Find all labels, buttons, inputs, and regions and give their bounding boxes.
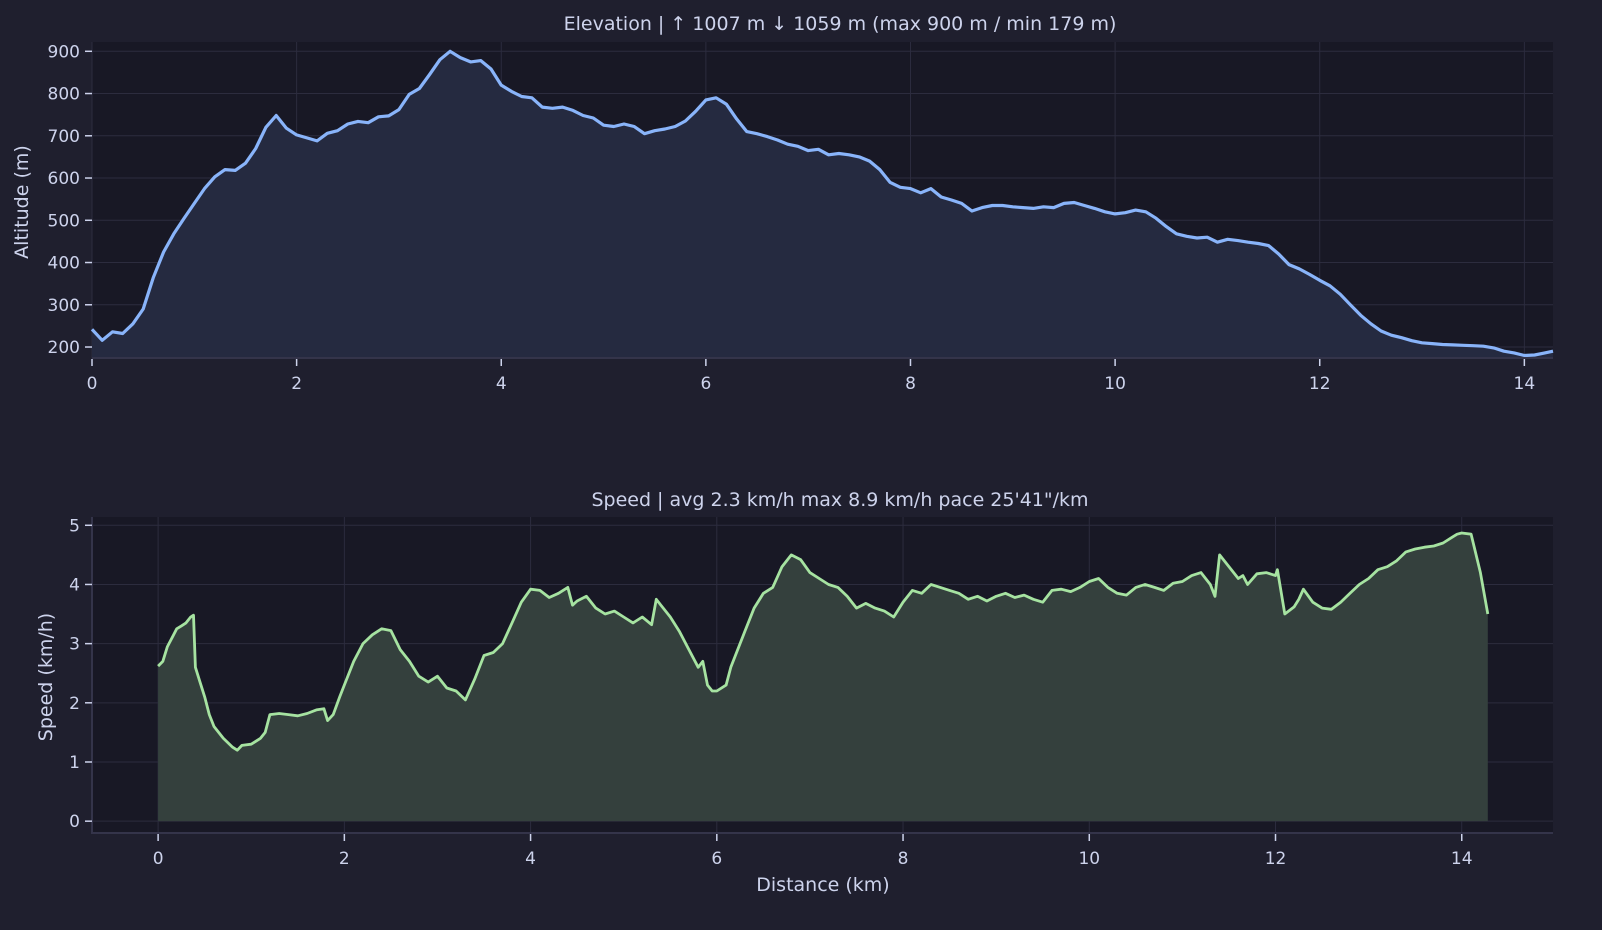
- x-tick-label: 8: [905, 374, 916, 394]
- x-tick-label: 12: [1309, 374, 1331, 394]
- y-tick-label: 2: [69, 694, 80, 714]
- elevation-ticks: 0 2 4 6 8 10 12 14 200 300 400 500 600 700 800 900: [48, 42, 1536, 394]
- elevation-title: Elevation | ↑ 1007 m ↓ 1059 m (max 900 m…: [564, 13, 1117, 35]
- speed-area-fill: [158, 533, 1488, 822]
- elevation-y-label: Altitude (m): [11, 145, 33, 259]
- y-tick-label: 0: [69, 812, 80, 832]
- x-tick-label: 4: [525, 849, 536, 869]
- y-tick-label: 400: [48, 254, 80, 274]
- speed-y-label: Speed (km/h): [35, 613, 57, 741]
- x-tick-label: 2: [291, 374, 302, 394]
- elevation-panel: Elevation | ↑ 1007 m ↓ 1059 m (max 900 m…: [11, 13, 1554, 394]
- y-tick-label: 500: [48, 211, 80, 231]
- y-tick-label: 600: [48, 169, 80, 189]
- x-tick-label: 10: [1078, 849, 1100, 869]
- x-tick-label: 12: [1265, 849, 1287, 869]
- speed-title: Speed | avg 2.3 km/h max 8.9 km/h pace 2…: [591, 489, 1088, 511]
- y-tick-label: 5: [69, 516, 80, 536]
- y-tick-label: 300: [48, 296, 80, 316]
- y-tick-label: 1: [69, 753, 80, 773]
- x-tick-label: 10: [1104, 374, 1126, 394]
- x-tick-label: 0: [153, 849, 164, 869]
- elevation-line: [90, 49, 1554, 358]
- y-tick-label: 4: [69, 575, 80, 595]
- speed-panel: Speed | avg 2.3 km/h max 8.9 km/h pace 2…: [35, 489, 1553, 896]
- y-tick-label: 800: [48, 85, 80, 105]
- x-tick-label: 2: [339, 849, 350, 869]
- x-tick-label: 8: [898, 849, 909, 869]
- x-tick-label: 6: [700, 374, 711, 394]
- y-tick-label: 900: [48, 42, 80, 62]
- x-tick-label: 4: [496, 374, 507, 394]
- speed-axes: [91, 517, 1553, 834]
- speed-x-label: Distance (km): [756, 874, 889, 896]
- x-tick-label: 14: [1451, 849, 1473, 869]
- speed-line: [157, 531, 1490, 752]
- y-tick-label: 3: [69, 635, 80, 655]
- x-tick-label: 14: [1514, 374, 1536, 394]
- elevation-area-fill: [92, 51, 1553, 359]
- x-tick-label: 6: [711, 849, 722, 869]
- x-tick-label: 0: [87, 374, 98, 394]
- y-tick-label: 700: [48, 127, 80, 147]
- y-tick-label: 200: [48, 338, 80, 358]
